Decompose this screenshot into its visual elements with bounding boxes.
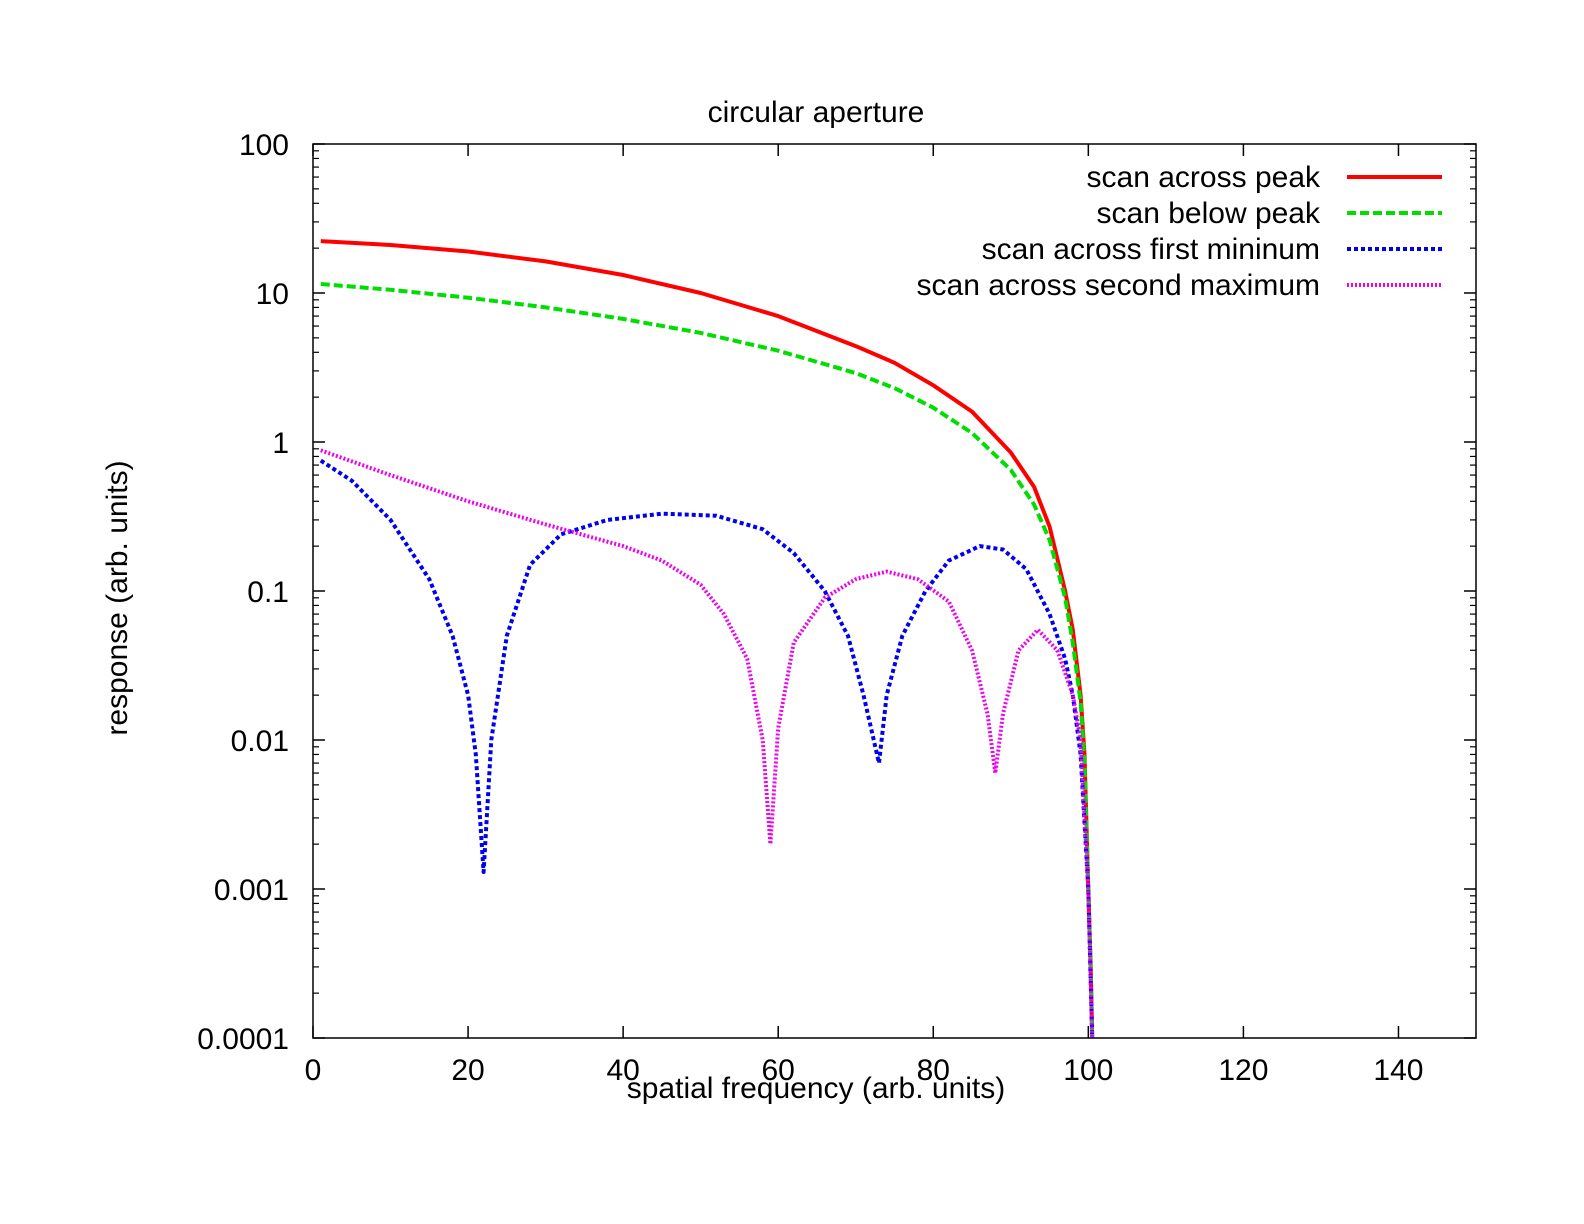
y-tick-label: 0.1 <box>247 576 289 609</box>
x-tick-label: 140 <box>1373 1054 1423 1087</box>
series-line-3 <box>319 458 1095 1039</box>
legend-label-3: scan across first mininum <box>982 233 1320 266</box>
x-tick-label: 0 <box>305 1054 322 1087</box>
chart-title: circular aperture <box>708 96 925 129</box>
y-tick-label: 10 <box>256 278 289 311</box>
y-axis-title: response (arb. units) <box>101 460 134 735</box>
x-tick-label: 40 <box>606 1054 639 1087</box>
x-tick-label: 120 <box>1218 1054 1268 1087</box>
x-axis: 0 20 40 60 80 100 120 140 <box>305 144 1423 1087</box>
legend-label-2: scan below peak <box>1097 197 1321 230</box>
x-tick-label: 80 <box>917 1054 950 1087</box>
y-tick-label: 1 <box>272 427 289 460</box>
series-line-4 <box>320 448 1095 1039</box>
legend-label-4: scan across second maximum <box>917 269 1320 302</box>
series-line-1 <box>320 239 1095 1039</box>
series-line-2 <box>320 282 1095 1039</box>
y-tick-label: 100 <box>239 129 289 162</box>
y-axis: 100 10 1 0.1 0.01 0.001 0.0001 <box>197 129 1476 1056</box>
x-tick-label: 20 <box>451 1054 484 1087</box>
x-axis-title: spatial frequency (arb. units) <box>627 1072 1006 1105</box>
x-tick-label: 60 <box>762 1054 795 1087</box>
y-tick-label: 0.0001 <box>197 1023 289 1056</box>
x-tick-label: 100 <box>1063 1054 1113 1087</box>
series-layer <box>319 239 1095 1039</box>
legend-label-1: scan across peak <box>1087 161 1321 194</box>
y-tick-label: 0.001 <box>214 874 289 907</box>
y-tick-label: 0.01 <box>231 725 289 758</box>
